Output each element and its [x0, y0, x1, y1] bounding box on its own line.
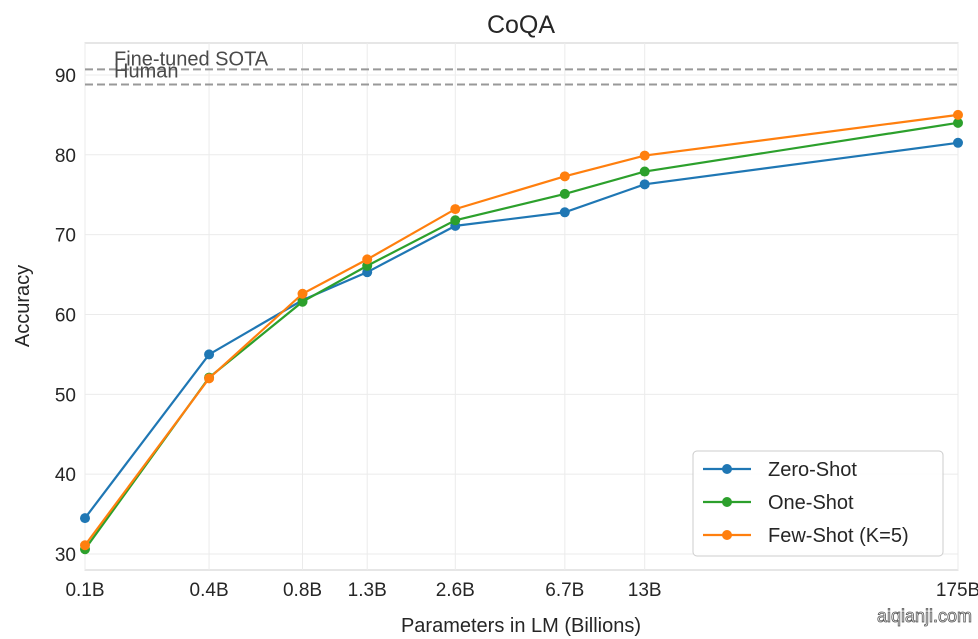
data-point	[953, 109, 963, 120]
data-point	[297, 288, 308, 299]
data-point	[953, 117, 963, 128]
data-point	[80, 540, 90, 551]
legend-label: Few-Shot (K=5)	[768, 525, 909, 547]
legend-marker	[722, 497, 732, 507]
series-line	[84, 113, 959, 546]
data-point	[639, 179, 650, 190]
reference-line-label: Fine-tuned SOTA	[114, 48, 269, 70]
data-point	[204, 373, 215, 384]
legend-marker	[722, 530, 732, 540]
y-tick-label: 40	[55, 465, 76, 486]
x-axis-label: Parameters in LM (Billions)	[401, 615, 641, 637]
watermark: aiqianji.com	[877, 606, 972, 626]
y-tick-label: 90	[55, 66, 76, 87]
data-point	[204, 349, 215, 360]
reference-line-label: Human	[114, 61, 178, 83]
chart-title: CoQA	[487, 11, 555, 39]
grid-lines	[84, 43, 959, 570]
series-line	[84, 141, 959, 519]
data-point	[450, 204, 461, 215]
data-point	[559, 171, 570, 182]
x-tick-label: 13B	[628, 580, 662, 601]
legend-box	[692, 450, 944, 557]
series-group	[80, 109, 963, 555]
x-tick-label: 2.6B	[436, 580, 475, 601]
data-point	[559, 188, 570, 199]
x-tick-label: 0.4B	[190, 580, 229, 601]
x-tick-label: 6.7B	[545, 580, 584, 601]
legend-label: Zero-Shot	[768, 459, 857, 481]
y-tick-label: 50	[55, 385, 76, 406]
y-tick-labels: 30 40 50 60 70 80 90	[55, 66, 76, 566]
y-tick-label: 80	[55, 146, 76, 167]
y-tick-label: 70	[55, 226, 76, 247]
data-point	[362, 254, 373, 265]
legend-marker	[722, 464, 732, 474]
x-tick-label: 1.3B	[348, 580, 387, 601]
data-point	[639, 166, 650, 177]
legend-label: One-Shot	[768, 492, 854, 514]
x-tick-label: 175B	[936, 580, 978, 601]
x-tick-labels: 0.1B 0.4B 0.8B 1.3B 2.6B 6.7B 13B 175B	[65, 580, 978, 601]
y-tick-label: 30	[55, 545, 76, 566]
legend: Zero-Shot One-Shot Few-Shot (K=5)	[692, 450, 944, 557]
x-tick-label: 0.1B	[65, 580, 104, 601]
x-tick-label: 0.8B	[283, 580, 322, 601]
data-point	[559, 207, 570, 218]
data-point	[953, 137, 963, 148]
data-point	[450, 215, 461, 226]
data-point	[639, 150, 650, 161]
data-point	[80, 513, 90, 524]
data-point	[297, 296, 308, 307]
y-axis-label: Accuracy	[12, 265, 34, 347]
y-tick-label: 60	[55, 305, 76, 326]
